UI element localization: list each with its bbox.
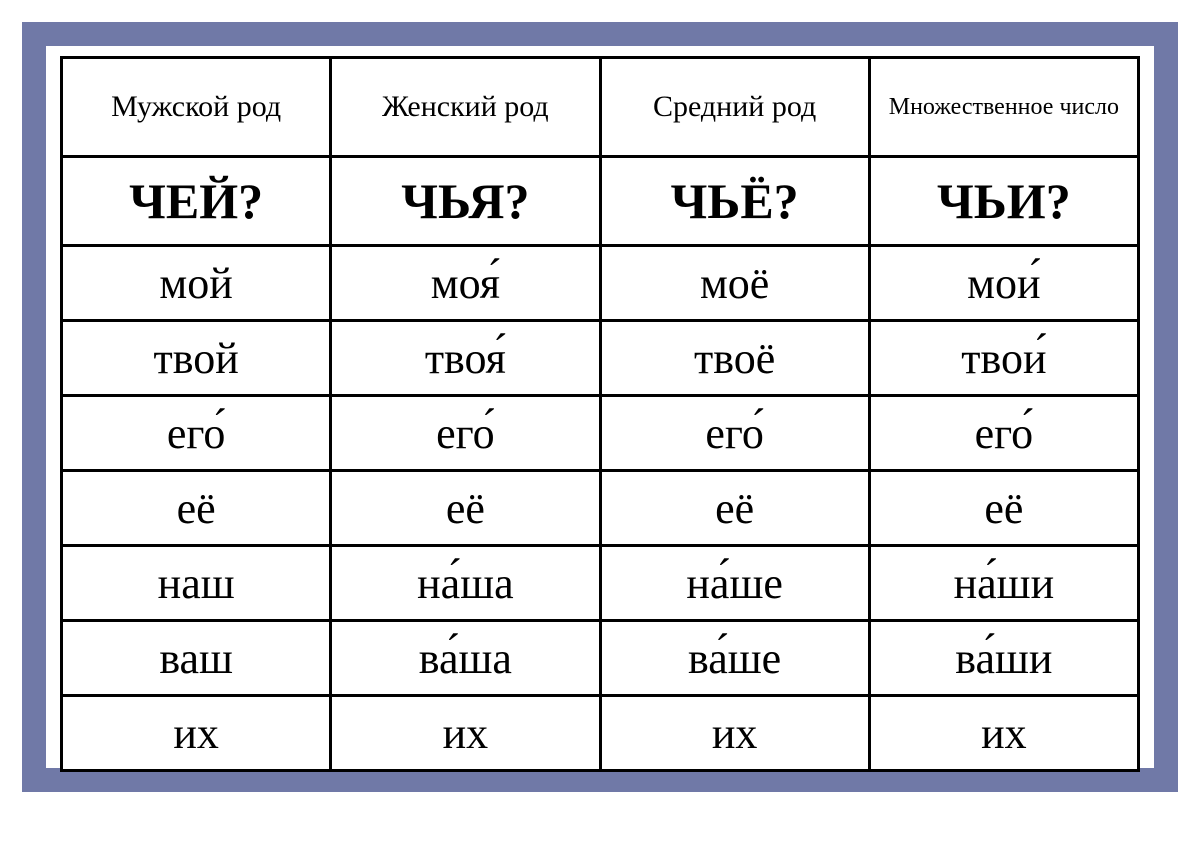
cell: на́ша xyxy=(331,546,600,621)
pronoun-table: Мужской род Женский род Средний род Множ… xyxy=(60,56,1140,772)
table-row: его́ его́ его́ его́ xyxy=(62,396,1139,471)
cell: ваш xyxy=(62,621,331,696)
cell: моя́ xyxy=(331,246,600,321)
cell: его́ xyxy=(869,396,1138,471)
cell: их xyxy=(331,696,600,771)
cell: мои́ xyxy=(869,246,1138,321)
cell: твой xyxy=(62,321,331,396)
cell: твоя́ xyxy=(331,321,600,396)
cell: их xyxy=(600,696,869,771)
cell: её xyxy=(869,471,1138,546)
col-header-neuter: Средний род xyxy=(600,58,869,157)
cell: мой xyxy=(62,246,331,321)
header-row: Мужской род Женский род Средний род Множ… xyxy=(62,58,1139,157)
cell: её xyxy=(600,471,869,546)
cell: его́ xyxy=(62,396,331,471)
table-row: твой твоя́ твоё твои́ xyxy=(62,321,1139,396)
table-frame: Мужской род Женский род Средний род Множ… xyxy=(22,22,1178,792)
col-header-feminine: Женский род xyxy=(331,58,600,157)
cell: наш xyxy=(62,546,331,621)
cell: её xyxy=(62,471,331,546)
question-plural: ЧЬИ? xyxy=(869,157,1138,246)
table-row: ваш ва́ша ва́ше ва́ши xyxy=(62,621,1139,696)
cell: на́ше xyxy=(600,546,869,621)
cell: ва́ши xyxy=(869,621,1138,696)
cell: их xyxy=(62,696,331,771)
cell: твои́ xyxy=(869,321,1138,396)
cell: его́ xyxy=(331,396,600,471)
cell: их xyxy=(869,696,1138,771)
question-neuter: ЧЬЁ? xyxy=(600,157,869,246)
question-feminine: ЧЬЯ? xyxy=(331,157,600,246)
col-header-plural: Множественное число xyxy=(869,58,1138,157)
table-row: наш на́ша на́ше на́ши xyxy=(62,546,1139,621)
cell: моё xyxy=(600,246,869,321)
col-header-masculine: Мужской род xyxy=(62,58,331,157)
table-row: мой моя́ моё мои́ xyxy=(62,246,1139,321)
cell: ва́ше xyxy=(600,621,869,696)
cell: твоё xyxy=(600,321,869,396)
cell: ва́ша xyxy=(331,621,600,696)
cell: на́ши xyxy=(869,546,1138,621)
question-masculine: ЧЕЙ? xyxy=(62,157,331,246)
cell: её xyxy=(331,471,600,546)
table-row: её её её её xyxy=(62,471,1139,546)
table-row: их их их их xyxy=(62,696,1139,771)
cell: его́ xyxy=(600,396,869,471)
question-row: ЧЕЙ? ЧЬЯ? ЧЬЁ? ЧЬИ? xyxy=(62,157,1139,246)
